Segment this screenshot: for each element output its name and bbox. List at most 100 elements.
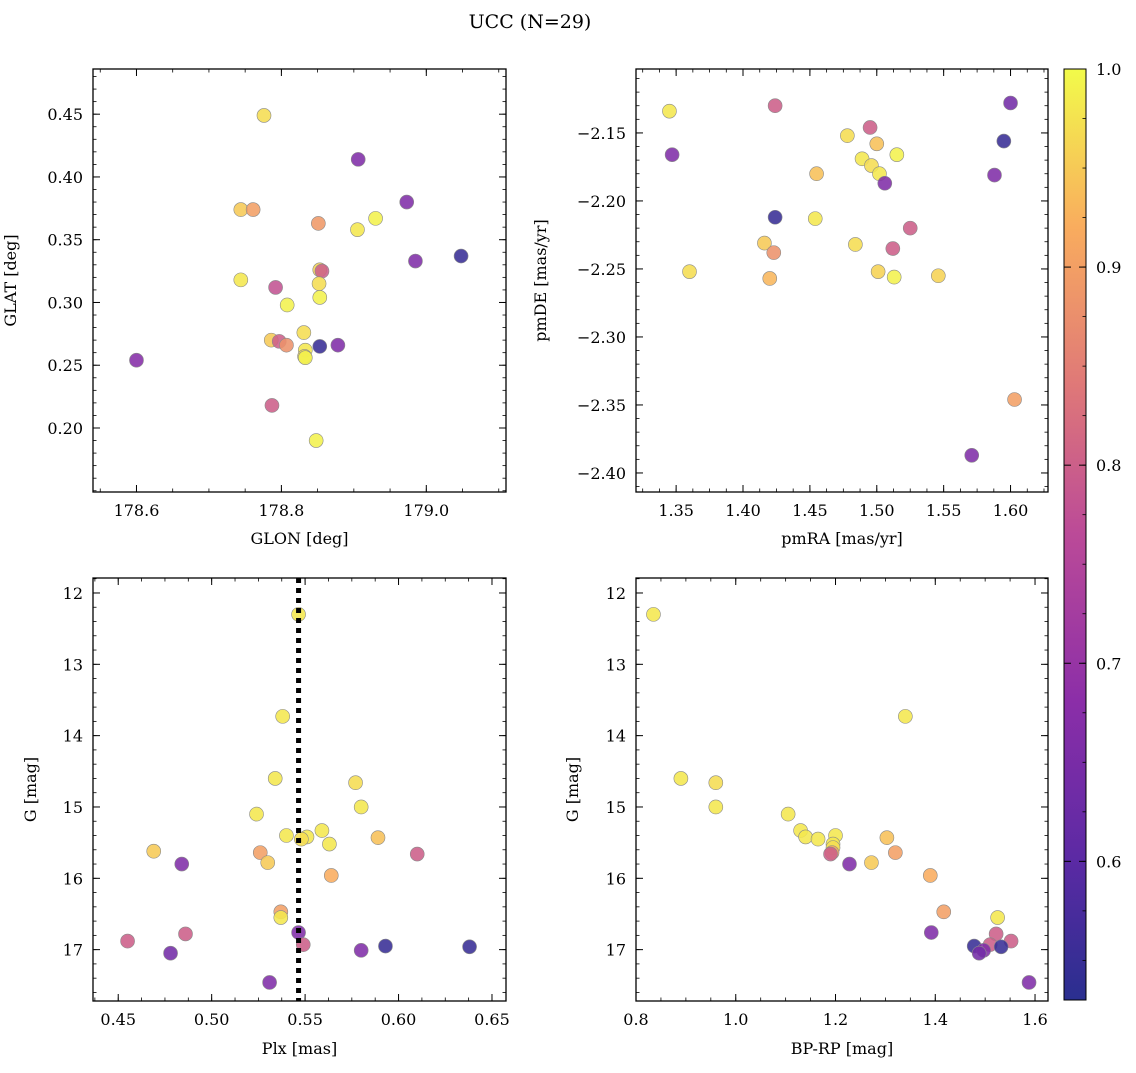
x-tick-label: 1.6 (1022, 1010, 1047, 1029)
colorbar-gradient (1063, 68, 1087, 1001)
scatter-point (323, 868, 339, 883)
scatter-point (314, 263, 330, 279)
colorbar-tick-label: 0.6 (1096, 852, 1121, 871)
scatter-point (823, 846, 838, 862)
scatter-point (889, 147, 905, 162)
y-axis-label: GLAT [deg] (1, 234, 20, 326)
scatter-point (848, 237, 863, 252)
scatter-point (296, 325, 312, 340)
scatter-point (936, 904, 952, 920)
scatter-point (408, 253, 423, 269)
x-tick-label: 0.45 (100, 1010, 136, 1029)
scatter-point (922, 868, 938, 883)
scatter-point (311, 216, 326, 231)
scatter-point (297, 350, 313, 365)
x-tick-label: 178.6 (114, 501, 160, 520)
y-axis-label: pmDE [mas/yr] (531, 219, 550, 342)
scatter-point (798, 829, 813, 845)
scatter-point (256, 108, 272, 123)
scatter-point (245, 202, 261, 217)
x-tick-label: 179.0 (403, 501, 449, 520)
y-tick-label: 17 (606, 941, 626, 960)
x-axis-label: GLON [deg] (250, 529, 348, 548)
y-tick-label: −2.20 (577, 192, 626, 211)
scatter-point (1003, 95, 1018, 111)
panel-plx-g: 0.45 0.50 0.55 0.60 0.65 12 13 14 15 16 17 Plx [mas… (21, 577, 510, 1058)
scatter-point (1007, 392, 1022, 407)
scatter-point (260, 855, 276, 870)
scatter-point (252, 845, 268, 860)
scatter-point (923, 925, 939, 940)
scatter-point (311, 276, 327, 291)
scatter-point (931, 268, 946, 284)
scatter-point (350, 152, 366, 167)
scatter-point (886, 269, 902, 285)
scatter-point (267, 771, 283, 786)
y-tick-label: 17 (63, 941, 83, 960)
colorbar-tick-label: 1.0 (1096, 60, 1121, 79)
scatter-point (330, 337, 346, 353)
scatter-point (378, 938, 393, 954)
scatter-point (708, 799, 724, 815)
scatter-point (368, 211, 383, 226)
scatter-point (409, 846, 425, 862)
scatter-point (757, 235, 772, 251)
scatter-point (762, 271, 778, 286)
scatter-point (971, 945, 987, 961)
scatter-point (877, 175, 893, 191)
y-tick-label: −2.25 (577, 260, 626, 279)
x-tick-label: 0.50 (194, 1010, 230, 1029)
scatter-point (279, 297, 295, 313)
y-tick-label: −2.40 (577, 464, 626, 483)
x-tick-label: 178.8 (258, 501, 304, 520)
scatter-point (673, 771, 689, 786)
scatter-point (279, 828, 294, 843)
x-tick-label: 0.65 (474, 1010, 510, 1029)
x-tick-label: 1.55 (926, 501, 962, 520)
scatter-point (312, 290, 328, 305)
scatter-point (842, 856, 857, 872)
scatter-point (869, 136, 885, 152)
colorbar-tick-label: 0.8 (1096, 456, 1121, 475)
x-tick-label: 0.55 (287, 1010, 323, 1029)
scatter-point (370, 830, 386, 845)
panel-bprp-g: 0.8 1.0 1.2 1.4 1.6 12 13 14 15 16 17 BP-RP [mag] G … (563, 577, 1049, 1058)
colorbar-tick-label: 0.7 (1096, 654, 1121, 673)
scatter-point (682, 264, 697, 279)
scatter-point (864, 855, 879, 870)
x-tick-label: 1.50 (859, 501, 895, 520)
y-tick-label: −2.35 (577, 396, 626, 415)
scatter-point (987, 167, 1002, 183)
panel-pmra-pmde: 1.35 1.40 1.45 1.50 1.55 1.60 −2.15 −2.20 −2.25 −… (531, 68, 1049, 548)
scatter-point (249, 806, 264, 822)
x-tick-label: 1.60 (993, 501, 1029, 520)
scatter-point (767, 98, 783, 114)
axes-frame-pmra-pmde (635, 68, 1049, 493)
scatter-point (264, 398, 280, 413)
scatter-point (862, 120, 878, 135)
y-tick-label: 0.40 (47, 168, 83, 187)
x-axis-label: BP-RP [mag] (791, 1039, 893, 1058)
scatter-point (312, 339, 328, 354)
scatter-point (646, 607, 661, 622)
scatter-point (163, 945, 178, 961)
scatter-point (262, 975, 277, 990)
figure-title: UCC (N=29) (469, 11, 592, 33)
scatter-point (902, 220, 918, 236)
scatter-point (898, 709, 913, 724)
scatter-point (399, 194, 415, 210)
scatter-point (129, 352, 144, 368)
scatter-point (885, 241, 901, 256)
scatter-point (809, 166, 824, 182)
y-tick-label: 0.30 (47, 293, 83, 312)
scatter-point (146, 843, 162, 859)
scatter-point (1021, 975, 1037, 990)
scatter-point (353, 943, 369, 958)
scatter-point (174, 856, 190, 872)
scatter-point (233, 272, 249, 288)
scatter-point (662, 103, 677, 119)
y-tick-label: 16 (606, 869, 626, 888)
scatter-point (810, 831, 826, 847)
scatter-point (993, 939, 1009, 955)
y-tick-label: 0.20 (47, 419, 83, 438)
